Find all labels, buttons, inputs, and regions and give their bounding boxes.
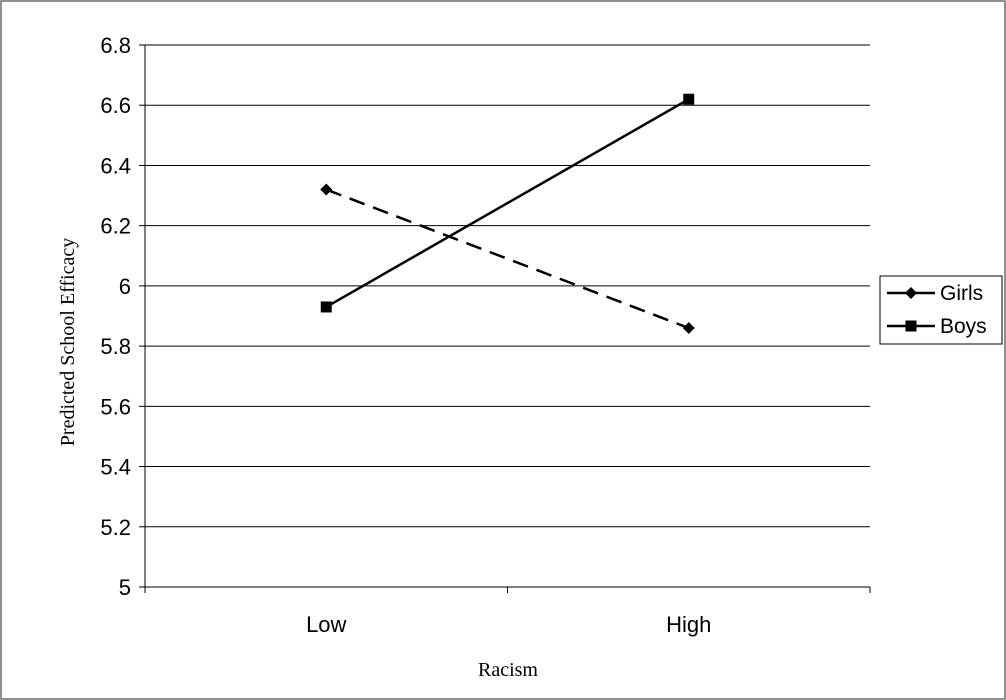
y-tick-label: 5.6 (100, 394, 131, 419)
legend-marker-boys (905, 320, 917, 332)
y-tick-labels: 5 5.2 5.4 5.6 5.8 6 6.2 6.4 6.6 6.8 (100, 33, 131, 600)
y-tick-label: 6.4 (100, 153, 131, 178)
legend-marker-girls (905, 287, 917, 299)
legend-label-boys: Boys (940, 315, 987, 338)
x-tick-label: Low (306, 612, 346, 637)
series-line-girls (325, 188, 690, 330)
y-tick-label: 5.8 (100, 334, 131, 359)
y-tick-label: 6.8 (100, 33, 131, 58)
y-axis-title: Predicted School Efficacy (57, 238, 79, 446)
y-tick-label: 6.6 (100, 93, 131, 118)
series-group (320, 93, 695, 335)
y-tick-label: 5.2 (100, 515, 131, 540)
legend-item-girls: Girls (887, 282, 983, 305)
gridlines (145, 44, 870, 528)
y-tick-label: 6 (119, 274, 131, 299)
x-tick-label: High (666, 612, 711, 637)
data-point-girls (682, 322, 695, 335)
series-girls (320, 183, 695, 335)
y-tick-label: 5 (119, 575, 131, 600)
y-tick-label: 6.2 (100, 214, 131, 239)
legend-label-girls: Girls (940, 282, 983, 305)
axes (139, 44, 871, 593)
series-boys (320, 93, 695, 313)
legend: Girls Boys (879, 275, 1003, 345)
series-line-boys (325, 98, 690, 309)
x-tick-labels: Low High (306, 612, 711, 637)
data-point-boys (320, 301, 332, 313)
data-point-girls (320, 183, 333, 196)
x-axis-title: Racism (478, 659, 538, 681)
legend-item-boys: Boys (887, 315, 987, 338)
data-point-boys (683, 93, 695, 105)
legend-box (879, 275, 1003, 345)
y-tick-label: 5.4 (100, 455, 131, 480)
